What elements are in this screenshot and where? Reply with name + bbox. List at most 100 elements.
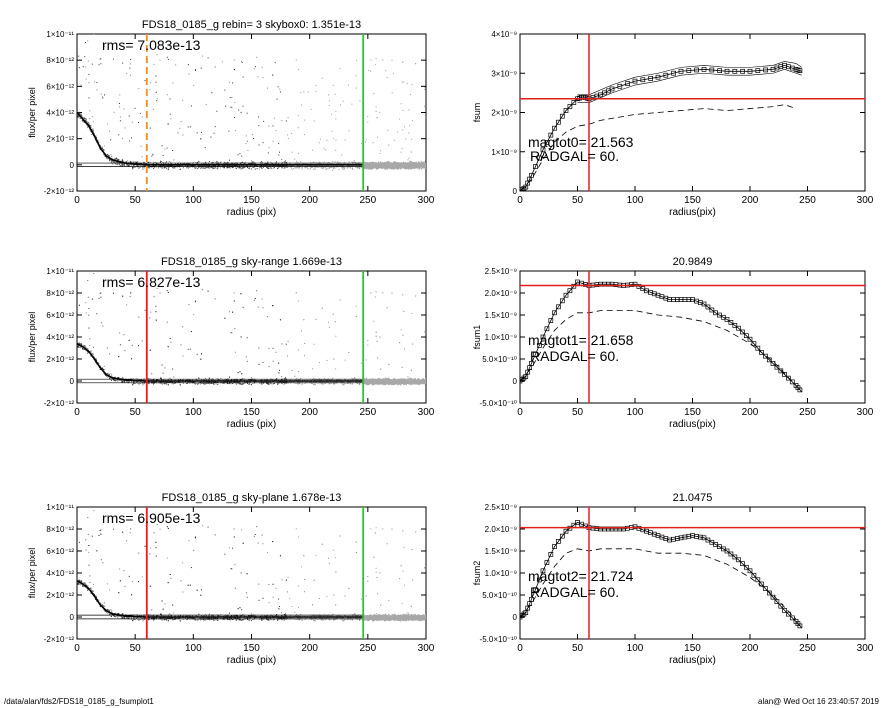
scatter-point [226, 163, 228, 165]
scatter-point [187, 165, 189, 167]
sky-scatter-point [397, 163, 399, 166]
sky-scatter-point [390, 167, 393, 170]
sky-scatter-point [385, 164, 387, 166]
scatter-point [291, 133, 293, 135]
scatter-point [189, 163, 191, 165]
scatter-point [141, 156, 143, 158]
scatter-point [239, 153, 241, 155]
curve-marker [678, 68, 684, 74]
scatter-point [310, 168, 312, 170]
scatter-point [231, 167, 233, 169]
scatter-point [286, 162, 288, 164]
sky-scatter-point [367, 164, 369, 166]
scatter-point [227, 161, 229, 163]
scatter-point [317, 162, 319, 164]
sky-scatter-point [410, 163, 413, 165]
scatter-point [269, 166, 271, 168]
scatter-point [226, 167, 228, 169]
sky-scatter-point [364, 164, 367, 166]
scatter-point [412, 120, 414, 122]
scatter-point [237, 154, 239, 156]
scatter-point [290, 167, 292, 169]
scatter-point [125, 161, 127, 163]
curve-marker [763, 67, 768, 73]
scatter-point [335, 149, 337, 151]
scatter-point [379, 111, 381, 113]
scatter-point [116, 163, 118, 165]
scatter-point [334, 167, 336, 169]
scatter-point [289, 163, 291, 165]
scatter-point [298, 162, 300, 164]
scatter-point [92, 129, 94, 131]
scatter-point [166, 161, 168, 163]
curve-marker [797, 68, 803, 74]
scatter-point [187, 64, 189, 66]
scatter-point [156, 100, 158, 102]
scatter-point [194, 69, 196, 71]
scatter-point [137, 165, 139, 167]
x-tick-label: 50 [130, 195, 142, 206]
scatter-point [93, 133, 95, 135]
sky-scatter-point [368, 165, 370, 168]
scatter-point [202, 167, 204, 169]
scatter-point [241, 61, 243, 63]
scatter-point [261, 66, 263, 68]
scatter-point [198, 165, 200, 167]
scatter-point [274, 165, 276, 167]
scatter-point [253, 166, 255, 168]
scatter-point [192, 166, 194, 168]
scatter-point [332, 84, 334, 86]
scatter-point [339, 165, 341, 167]
scatter-point [233, 59, 235, 61]
scatter-point [211, 162, 213, 164]
scatter-point [324, 166, 326, 168]
sky-scatter-point [396, 164, 399, 167]
flux-profile-sky-range-panel: FDS18_0185_g sky-range 1.669e-130 50 100 15… [27, 256, 435, 430]
scatter-point [279, 88, 281, 90]
scatter-point [161, 166, 163, 168]
scatter-point [321, 165, 323, 167]
sky-scatter-point [366, 168, 368, 170]
scatter-point [342, 166, 344, 168]
scatter-point [344, 139, 346, 141]
y-tick-label: 1×10⁻⁹ [491, 148, 517, 157]
sky-scatter-point [371, 163, 374, 166]
scatter-point [296, 165, 298, 167]
scatter-point [386, 77, 388, 79]
scatter-point [187, 126, 189, 128]
scatter-point [169, 113, 171, 115]
sky-scatter-point [420, 165, 422, 167]
scatter-point [269, 165, 271, 167]
scatter-point [235, 167, 237, 169]
error-band-line [577, 69, 802, 103]
scatter-point [109, 130, 111, 132]
scatter-point [328, 100, 330, 102]
scatter-point [272, 125, 274, 127]
sky-scatter-point [386, 162, 389, 164]
y-tick-label: 8×10⁻¹² [46, 56, 74, 65]
scatter-point [307, 163, 309, 165]
scatter-point [348, 165, 350, 167]
scatter-point [78, 111, 80, 113]
scatter-point [273, 117, 275, 119]
scatter-point [310, 166, 312, 168]
sky-scatter-point [395, 162, 398, 165]
scatter-point [89, 110, 91, 112]
y-tick-label: -2×10⁻¹² [44, 187, 75, 196]
scatter-point [358, 163, 360, 165]
scatter-point [147, 166, 149, 168]
scatter-point [89, 129, 91, 131]
sky-scatter-point [366, 166, 368, 168]
scatter-point [367, 121, 369, 123]
scatter-point [320, 163, 322, 165]
sky-scatter-point [370, 164, 373, 167]
scatter-point [342, 168, 344, 170]
sky-scatter-point [387, 163, 390, 165]
scatter-point [356, 59, 358, 61]
scatter-point [228, 165, 230, 167]
scatter-point [333, 165, 335, 167]
scatter-point [262, 142, 264, 144]
scatter-point [335, 139, 337, 141]
sky-scatter-point [379, 165, 382, 168]
scatter-point [227, 163, 229, 165]
